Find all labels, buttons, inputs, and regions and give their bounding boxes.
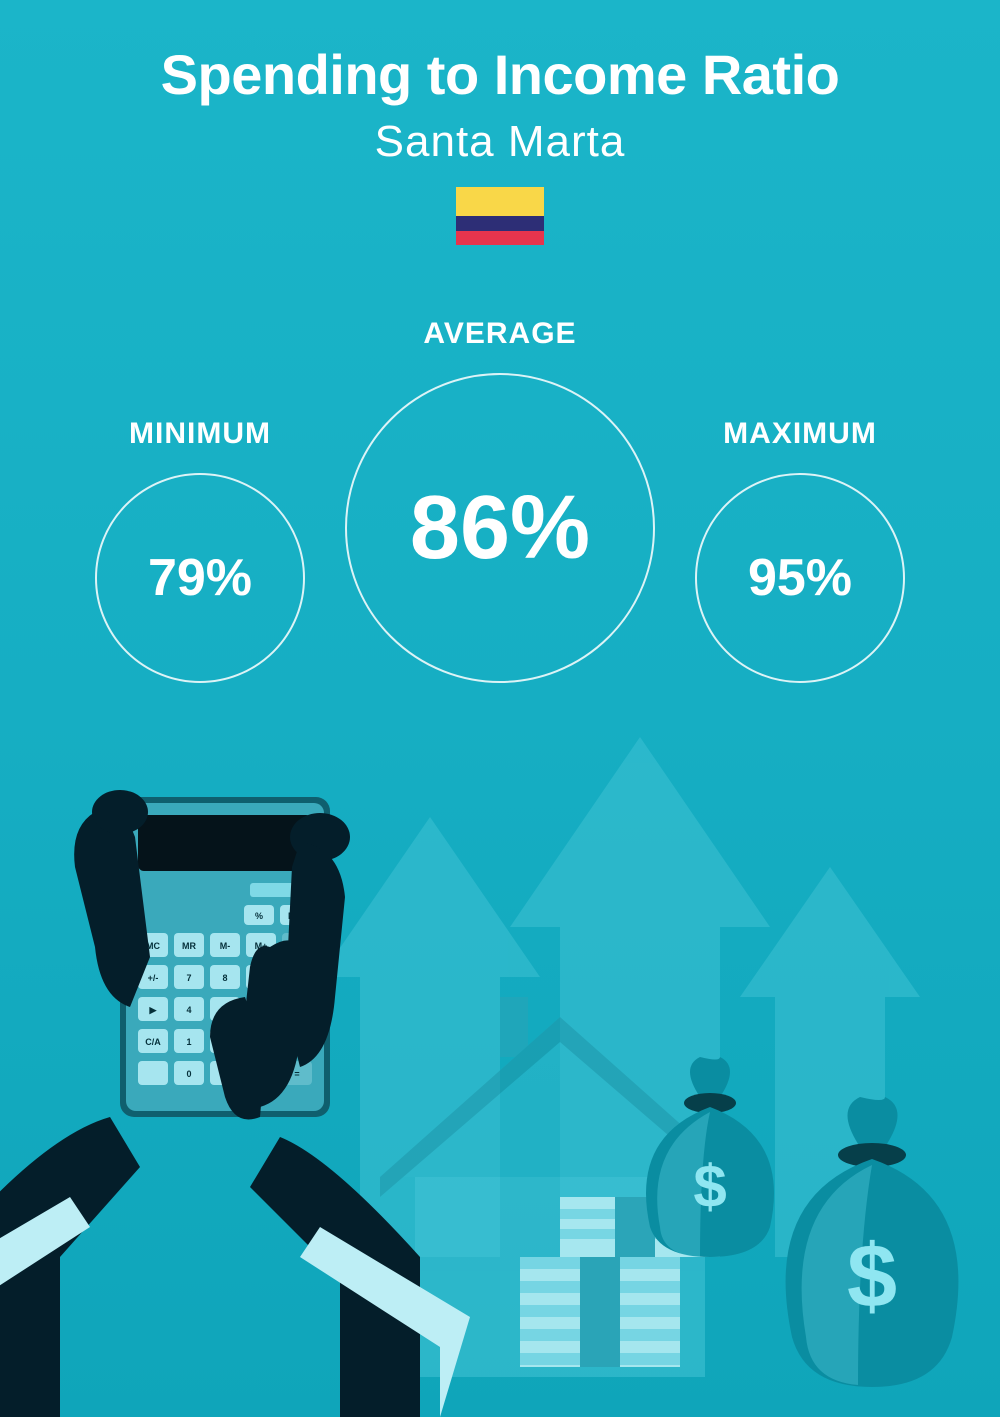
flag-stripe [456, 231, 544, 246]
metric-value-maximum: 95% [748, 548, 852, 608]
svg-text:0: 0 [186, 1069, 191, 1079]
hands-calculator-icon: %MU MCMRM-M+ +/-789× ▶456− C/A123+ 000.= [0, 790, 470, 1417]
svg-text:×: × [294, 973, 299, 983]
metric-value-average: 86% [410, 477, 590, 580]
svg-text:.: . [260, 1069, 263, 1079]
svg-text:$: $ [693, 1153, 726, 1220]
svg-text:C/A: C/A [145, 1037, 161, 1047]
svg-text:7: 7 [186, 973, 191, 983]
metric-maximum: MAXIMUM 95% [695, 417, 905, 683]
metric-average: AVERAGE 86% [345, 317, 655, 683]
metric-label-maximum: MAXIMUM [723, 417, 877, 451]
metrics-row: MINIMUM 79% AVERAGE 86% MAXIMUM 95% [0, 317, 1000, 683]
metric-circle-average: 86% [345, 373, 655, 683]
flag-stripe [456, 216, 544, 231]
svg-text:6: 6 [258, 1005, 263, 1015]
header: Spending to Income Ratio Santa Marta [0, 0, 1000, 247]
svg-text:2: 2 [222, 1037, 227, 1047]
svg-text:MC: MC [146, 941, 160, 951]
svg-text:M-: M- [220, 941, 231, 951]
svg-text:9: 9 [258, 973, 263, 983]
arrows-icon [320, 737, 920, 1257]
svg-text:−: − [294, 1005, 299, 1015]
svg-text:=: = [294, 1069, 299, 1079]
cash-stack-icon [520, 1197, 710, 1367]
svg-text:8: 8 [222, 973, 227, 983]
svg-text:3: 3 [258, 1037, 263, 1047]
svg-text:1: 1 [186, 1037, 191, 1047]
svg-text:5: 5 [222, 1005, 227, 1015]
flag-stripe [456, 187, 544, 216]
money-bag-icon: $ $ [646, 1057, 958, 1387]
svg-text:+/-: +/- [148, 973, 159, 983]
metric-label-average: AVERAGE [423, 317, 576, 351]
svg-text:M+: M+ [255, 941, 268, 951]
svg-text:▶: ▶ [149, 1005, 158, 1015]
house-icon [380, 997, 740, 1377]
page-subtitle: Santa Marta [0, 117, 1000, 167]
metric-circle-maximum: 95% [695, 473, 905, 683]
svg-text:00: 00 [220, 1069, 230, 1079]
svg-text:$: $ [847, 1227, 897, 1327]
flag-icon [454, 185, 546, 247]
page-title: Spending to Income Ratio [0, 42, 1000, 107]
svg-text:4: 4 [186, 1005, 191, 1015]
svg-text:+: + [294, 1037, 299, 1047]
metric-value-minimum: 79% [148, 548, 252, 608]
svg-text:%: % [255, 911, 263, 921]
metric-minimum: MINIMUM 79% [95, 417, 305, 683]
metric-circle-minimum: 79% [95, 473, 305, 683]
svg-text:MU: MU [288, 911, 302, 921]
svg-text:MR: MR [182, 941, 196, 951]
illustration: $ $ [0, 697, 1000, 1417]
metric-label-minimum: MINIMUM [129, 417, 271, 451]
